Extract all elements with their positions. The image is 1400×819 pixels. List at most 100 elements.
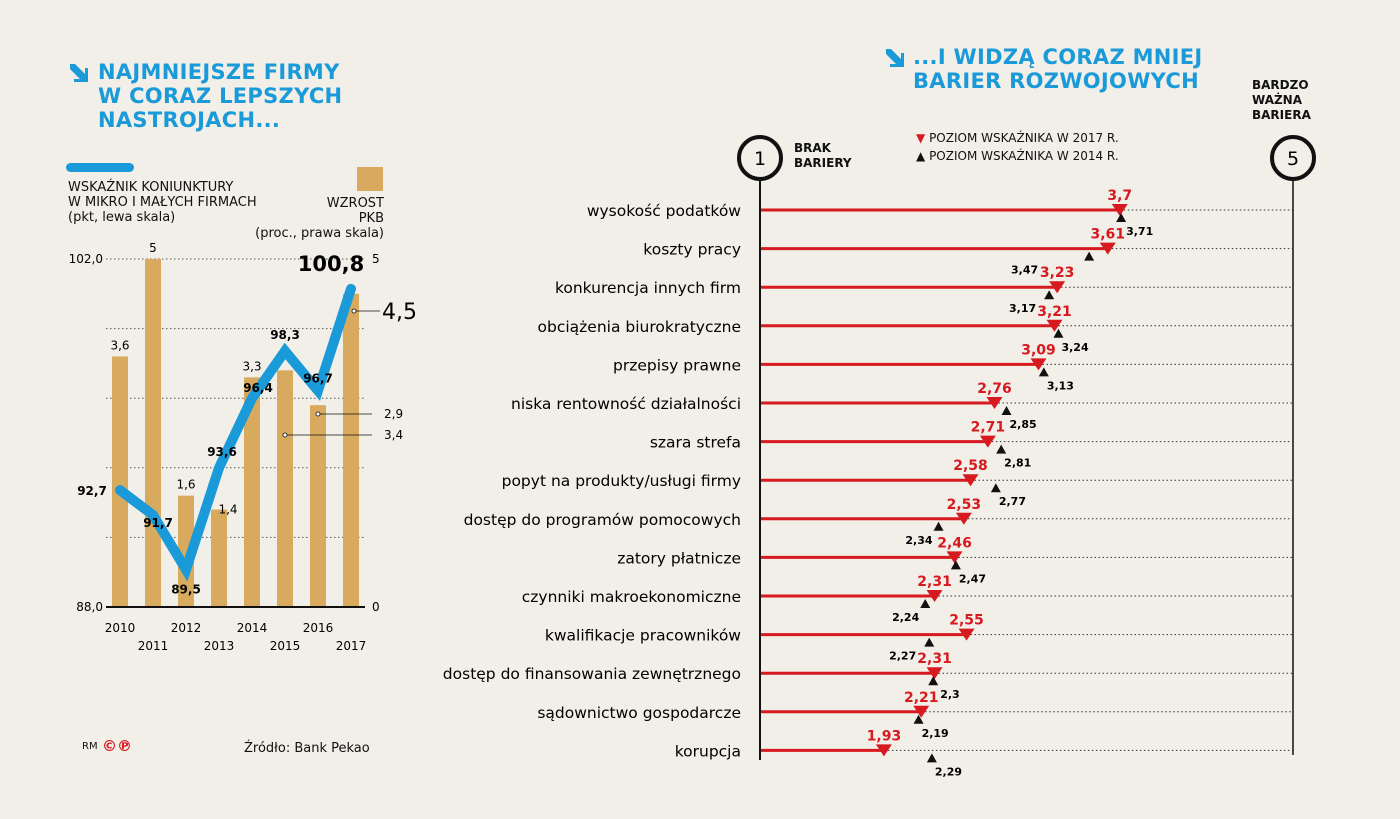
- x-tick-2012: 2012: [171, 621, 202, 635]
- max-caption-line: BARIERA: [1252, 108, 1311, 122]
- line-label-2011: 91,7: [143, 516, 173, 530]
- bar-label-2016: 2,9: [384, 407, 403, 421]
- category-label: zatory płatnicze: [617, 549, 741, 567]
- marker-2014: [924, 637, 935, 647]
- right-title-line: BARIER ROZWOJOWYCH: [913, 69, 1200, 93]
- marker-2014: [1038, 367, 1049, 377]
- x-tick-2016: 2016: [303, 621, 334, 635]
- category-label: przepisy prawne: [613, 356, 741, 374]
- min-caption-line: BARIERY: [794, 156, 852, 170]
- x-tick-2014: 2014: [237, 621, 268, 635]
- x-tick-2010: 2010: [105, 621, 136, 635]
- marker-2017: [1049, 281, 1066, 294]
- marker-2017: [955, 512, 972, 525]
- category-label: koszty pracy: [643, 241, 741, 259]
- legend-2014-label: POZIOM WSKAŹNIKA W 2014 R.: [929, 149, 1119, 163]
- label-2014: 2,85: [1010, 418, 1037, 431]
- source: Źródło: Bank Pekao: [244, 741, 370, 756]
- line-label-2012: 89,5: [171, 583, 201, 597]
- right-title: ...I WIDZĄ CORAZ MNIEJ BARIER ROZWOJOWYC…: [913, 45, 1203, 93]
- marker-2014: [920, 599, 931, 608]
- right-title-line: ...I WIDZĄ CORAZ MNIEJ: [913, 45, 1203, 69]
- left-chart: 102,0 88,0 5 0 3,6 5 1,6 1,4 3,3 3,4 2,9 4,5 92,…: [69, 241, 417, 653]
- bar-label-2011: 5: [149, 241, 157, 255]
- label-2014: 2,34: [905, 534, 932, 547]
- label-2017: 3,23: [1040, 265, 1075, 281]
- left-title: NAJMNIEJSZE FIRMY W CORAZ LEPSZYCH NASTR…: [98, 60, 342, 132]
- legend-bar-text: (proc., prawa skala): [255, 226, 384, 241]
- left-title-line: NAJMNIEJSZE FIRMY: [98, 60, 340, 84]
- marker-2017: [962, 474, 979, 487]
- line-label-2016: 96,7: [303, 372, 333, 386]
- marker-2017: [1030, 358, 1047, 371]
- left-axis-max: 102,0: [69, 252, 103, 266]
- bar-2017: [343, 293, 359, 607]
- arrow-down-right-icon: [886, 49, 904, 67]
- label-2017: 3,21: [1037, 304, 1072, 320]
- max-caption-line: WAŻNA: [1252, 93, 1303, 107]
- label-2014: 2,24: [892, 611, 919, 624]
- x-tick-2013: 2013: [204, 639, 235, 653]
- label-2014: 2,29: [935, 765, 962, 778]
- x-tick-2011: 2011: [138, 639, 169, 653]
- label-2014: 3,47: [1011, 264, 1038, 277]
- category-label: szara strefa: [650, 434, 741, 452]
- legend-line-swatch: [66, 163, 134, 172]
- label-2014: 2,27: [889, 650, 916, 663]
- bar-label-2014: 3,3: [242, 359, 261, 373]
- bar-label-2012: 1,6: [176, 478, 195, 492]
- scale-max-label: 5: [1287, 148, 1299, 170]
- label-2017: 2,21: [904, 690, 939, 706]
- label-2017: 2,53: [947, 497, 982, 513]
- marker-2014: [996, 444, 1007, 454]
- category-label: obciążenia biurokratyczne: [538, 318, 741, 336]
- label-2014: 3,17: [1009, 302, 1036, 315]
- legend-bar-text: PKB: [358, 211, 384, 226]
- label-2017: 2,31: [917, 574, 952, 590]
- scale-min-label: 1: [754, 148, 766, 170]
- bar-2013: [211, 509, 227, 607]
- marker-2014: [928, 676, 939, 686]
- bar-label-2013: 1,4: [218, 503, 237, 517]
- legend-2014: ▲ POZIOM WSKAŹNIKA W 2014 R.: [916, 147, 1119, 165]
- bar-2014: [244, 377, 260, 607]
- label-2014: 3,13: [1047, 379, 1074, 392]
- bar-2015: [277, 370, 293, 607]
- line-label-2017: 100,8: [298, 252, 364, 276]
- line-series: [115, 283, 356, 582]
- logo-rm: RM: [82, 741, 98, 752]
- bar-label-2015: 3,4: [384, 428, 403, 442]
- bar-2016: [310, 405, 326, 607]
- label-2014: 2,81: [1004, 457, 1031, 470]
- marker-2014: [1116, 213, 1127, 222]
- right-axis-min: 0: [372, 600, 380, 614]
- marker-2014: [950, 560, 961, 570]
- legend-2017: ▼ POZIOM WSKAŹNIKA W 2017 R.: [916, 129, 1119, 147]
- marker-2017: [926, 590, 943, 602]
- line-label-2013: 93,6: [207, 445, 237, 459]
- label-2014: 3,71: [1126, 225, 1153, 238]
- marker-2017: [986, 397, 1003, 409]
- x-tick-2017: 2017: [336, 639, 367, 653]
- label-2017: 3,09: [1021, 342, 1056, 358]
- line-label-2014: 96,4: [243, 381, 273, 395]
- marker-2017: [979, 435, 996, 448]
- marker-2017: [875, 744, 892, 757]
- label-2017: 2,71: [971, 420, 1006, 436]
- up-triangle-icon: ▲: [916, 149, 926, 163]
- bar-2010: [112, 356, 128, 607]
- legend-line-text: (pkt, lewa skala): [68, 210, 176, 225]
- marker-2017: [913, 705, 930, 718]
- line-label-2010: 92,7: [77, 484, 107, 498]
- marker-2014: [926, 753, 937, 763]
- min-caption-line: BRAK: [794, 141, 831, 155]
- bar-label-2010: 3,6: [110, 338, 129, 352]
- marker-2014: [913, 714, 924, 724]
- category-label: kwalifikacje pracowników: [545, 627, 741, 645]
- label-2017: 3,61: [1091, 227, 1126, 243]
- right-axis-max: 5: [372, 252, 380, 266]
- legend-bar-text: WZROST: [326, 196, 384, 211]
- left-title-line: NASTROJACH...: [98, 108, 281, 132]
- marker-2017: [946, 551, 963, 564]
